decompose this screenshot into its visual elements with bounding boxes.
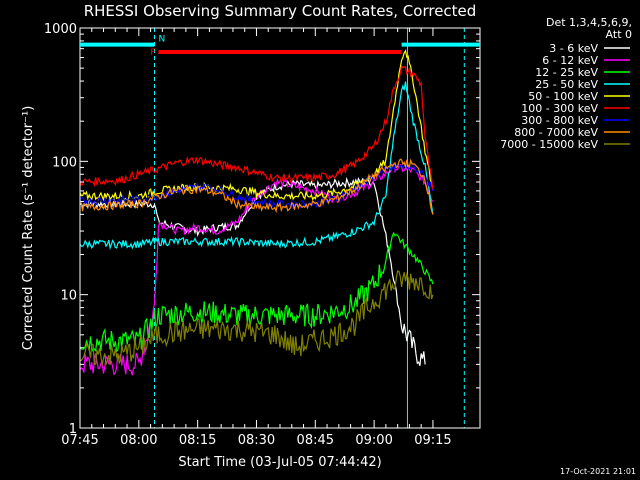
- x-tick-label: 07:45: [61, 433, 98, 448]
- legend-label: 6 - 12 keV: [542, 54, 598, 67]
- legend-label: 12 - 25 keV: [535, 66, 598, 79]
- legend-label: 25 - 50 keV: [535, 78, 598, 91]
- legend-header-line-2: Att 0: [606, 28, 632, 41]
- legend-label: 3 - 6 keV: [549, 42, 598, 55]
- y-axis: 1 10 100 1000: [44, 22, 480, 437]
- y-tick-label: 1000: [44, 22, 77, 37]
- legend-label: 7000 - 15000 keV: [500, 138, 598, 151]
- y-axis-label: Corrected Count Rate (s⁻¹ detector⁻¹): [21, 106, 36, 351]
- x-axis: 07:45 08:00 08:15 08:30 08:45 09:00 09:15: [61, 28, 452, 448]
- x-tick-label: 08:00: [120, 433, 157, 448]
- x-tick-label: 08:15: [179, 433, 216, 448]
- series-line-2: [80, 231, 434, 353]
- y-tick-label: 100: [52, 155, 77, 170]
- series-line-3: [80, 81, 434, 251]
- y-tick-label: 10: [60, 289, 77, 304]
- flag-label-n: N: [159, 35, 166, 45]
- series-line-5: [80, 64, 434, 191]
- legend-label: 300 - 800 keV: [521, 114, 598, 127]
- x-tick-label: 09:00: [355, 433, 392, 448]
- flag-label-f: F: [150, 48, 155, 58]
- series-line-8: [80, 270, 434, 366]
- legend-label: 800 - 7000 keV: [514, 126, 598, 139]
- y-tick-label: 1: [69, 422, 77, 437]
- series-line-7: [80, 158, 434, 215]
- x-tick-label: 09:15: [414, 433, 451, 448]
- legend-label: 50 - 100 keV: [528, 90, 598, 103]
- x-tick-label: 08:45: [297, 433, 334, 448]
- chart-title: RHESSI Observing Summary Count Rates, Co…: [84, 2, 477, 20]
- legend-header-line-1: Det 1,3,4,5,6,9,: [546, 16, 632, 29]
- x-axis-label: Start Time (03-Jul-05 07:44:42): [178, 455, 381, 470]
- footer-date: 17-Oct-2021 21:01: [560, 467, 636, 476]
- x-tick-label: 08:30: [238, 433, 275, 448]
- legend-label: 100 - 300 keV: [521, 102, 598, 115]
